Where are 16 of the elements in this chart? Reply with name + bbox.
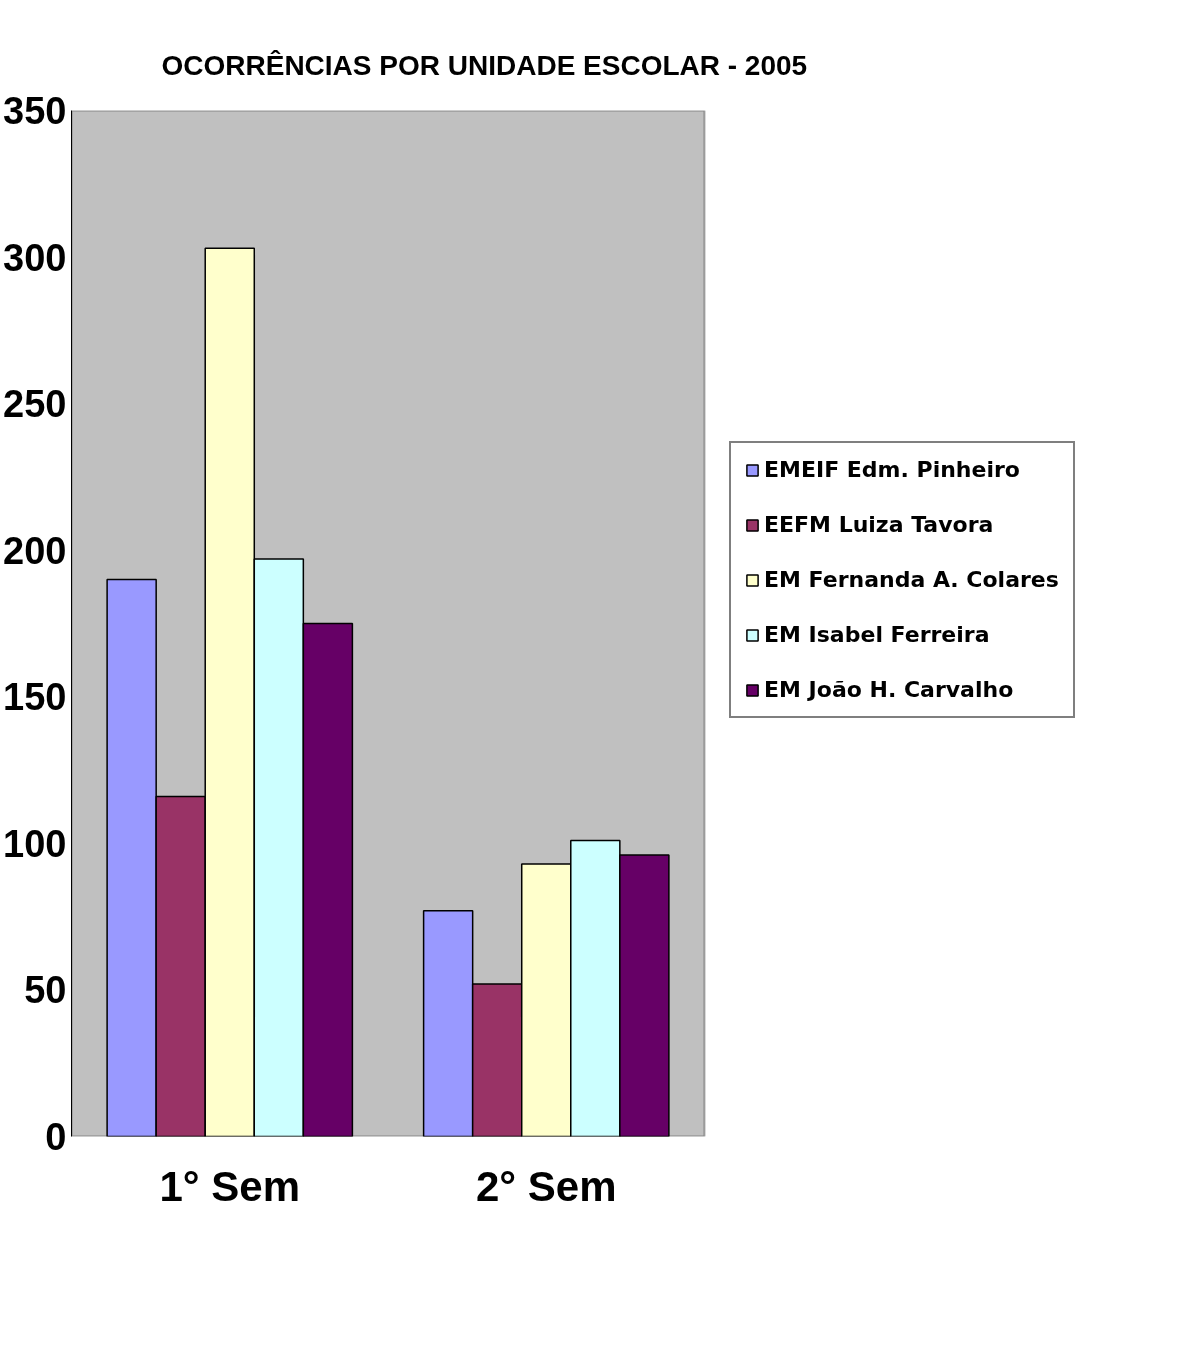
legend-label: EMEIF Edm. Pinheiro — [764, 457, 1020, 482]
legend-label: EM Isabel Ferreira — [764, 622, 990, 647]
y-tick-label: 150 — [3, 676, 67, 719]
x-tick-label: 2° Sem — [475, 1162, 617, 1210]
y-tick-label: 100 — [3, 822, 67, 865]
legend-label: EEFM Luiza Tavora — [764, 512, 994, 537]
y-tick-label: 50 — [24, 969, 67, 1012]
y-tick-label: 350 — [3, 90, 67, 132]
legend-label: EM João H. Carvalho — [764, 677, 1014, 702]
legend-label: EM Fernanda A. Colares — [764, 567, 1059, 592]
x-tick-label: 1° Sem — [159, 1162, 301, 1210]
y-tick-label: 0 — [45, 1116, 67, 1158]
y-tick-label: 300 — [3, 236, 67, 279]
y-tick-label: 250 — [3, 383, 67, 426]
y-tick-label: 200 — [3, 529, 67, 572]
chart-title: OCORRÊNCIAS POR UNIDADE ESCOLAR - 2005 — [161, 49, 808, 81]
